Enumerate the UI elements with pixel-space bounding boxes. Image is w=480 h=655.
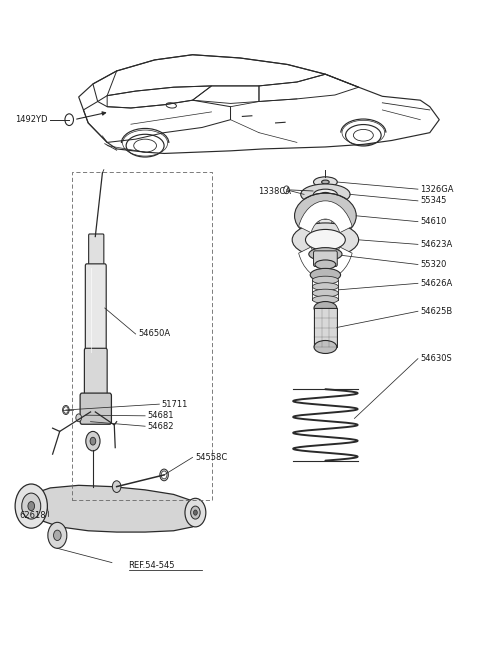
Text: 1326GA: 1326GA xyxy=(420,185,454,194)
Ellipse shape xyxy=(312,290,338,297)
Ellipse shape xyxy=(322,180,329,184)
Polygon shape xyxy=(31,485,200,532)
Text: 54626A: 54626A xyxy=(420,279,453,288)
Ellipse shape xyxy=(312,295,338,303)
Circle shape xyxy=(76,414,82,422)
Ellipse shape xyxy=(332,220,338,225)
Ellipse shape xyxy=(322,193,329,196)
Text: 54623A: 54623A xyxy=(420,240,453,249)
Ellipse shape xyxy=(312,206,319,212)
Text: 54625B: 54625B xyxy=(420,307,453,316)
Circle shape xyxy=(191,506,200,519)
Circle shape xyxy=(161,471,167,479)
Text: 62618: 62618 xyxy=(19,512,46,520)
FancyBboxPatch shape xyxy=(80,393,111,424)
Text: 54681: 54681 xyxy=(147,411,174,421)
Text: 1338CA: 1338CA xyxy=(258,187,291,196)
FancyBboxPatch shape xyxy=(85,264,106,356)
Ellipse shape xyxy=(310,269,341,282)
Circle shape xyxy=(193,510,197,515)
Circle shape xyxy=(22,493,41,519)
Circle shape xyxy=(54,530,61,540)
Ellipse shape xyxy=(309,248,342,261)
Text: 54630S: 54630S xyxy=(420,354,452,363)
Ellipse shape xyxy=(332,206,338,212)
FancyBboxPatch shape xyxy=(84,348,107,401)
Text: 54650A: 54650A xyxy=(138,329,170,339)
Circle shape xyxy=(62,405,69,415)
Circle shape xyxy=(63,407,68,413)
Circle shape xyxy=(90,438,96,445)
Circle shape xyxy=(15,484,48,528)
Ellipse shape xyxy=(312,276,338,284)
Text: 55345: 55345 xyxy=(420,196,447,206)
Text: REF.54-545: REF.54-545 xyxy=(129,561,175,570)
Ellipse shape xyxy=(314,341,337,354)
FancyBboxPatch shape xyxy=(89,234,104,271)
Text: 54610: 54610 xyxy=(420,217,447,226)
Text: 1492YD: 1492YD xyxy=(14,115,47,124)
Text: 55320: 55320 xyxy=(420,260,447,269)
Ellipse shape xyxy=(313,177,337,187)
Text: 54682: 54682 xyxy=(147,422,174,431)
Ellipse shape xyxy=(292,223,359,257)
Circle shape xyxy=(86,432,100,451)
Wedge shape xyxy=(299,247,352,279)
Circle shape xyxy=(28,502,35,511)
Ellipse shape xyxy=(313,189,337,200)
Circle shape xyxy=(112,481,121,493)
Circle shape xyxy=(284,186,289,194)
FancyBboxPatch shape xyxy=(314,308,337,347)
Circle shape xyxy=(160,469,168,481)
Ellipse shape xyxy=(321,213,330,219)
Ellipse shape xyxy=(312,283,338,290)
Ellipse shape xyxy=(305,229,345,250)
Ellipse shape xyxy=(312,220,319,225)
Text: 54558C: 54558C xyxy=(195,453,227,462)
Ellipse shape xyxy=(301,184,350,205)
Wedge shape xyxy=(299,201,352,233)
Ellipse shape xyxy=(295,193,356,238)
Circle shape xyxy=(185,498,206,527)
Circle shape xyxy=(48,522,67,548)
Ellipse shape xyxy=(315,260,336,269)
FancyBboxPatch shape xyxy=(313,251,337,267)
Ellipse shape xyxy=(314,301,337,314)
Ellipse shape xyxy=(307,203,343,229)
Text: 51711: 51711 xyxy=(162,400,188,409)
